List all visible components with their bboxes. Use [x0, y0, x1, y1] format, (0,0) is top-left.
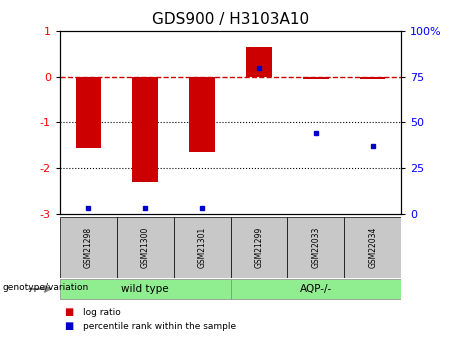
Bar: [189, 77, 215, 152]
Bar: [117, 217, 174, 278]
Text: GSM21301: GSM21301: [198, 227, 207, 268]
Text: percentile rank within the sample: percentile rank within the sample: [83, 322, 236, 331]
Bar: [76, 77, 101, 148]
Bar: [230, 217, 287, 278]
Text: genotype/variation: genotype/variation: [2, 283, 89, 292]
Text: GSM21299: GSM21299: [254, 227, 263, 268]
Bar: [132, 77, 158, 182]
Text: ■: ■: [65, 321, 74, 331]
Text: GSM22034: GSM22034: [368, 227, 377, 268]
Text: GSM21300: GSM21300: [141, 227, 150, 268]
Text: log ratio: log ratio: [83, 308, 121, 317]
Bar: [344, 217, 401, 278]
Bar: [60, 279, 230, 299]
Text: GSM22033: GSM22033: [311, 227, 320, 268]
Text: GSM21298: GSM21298: [84, 227, 93, 268]
Bar: [230, 279, 401, 299]
Text: wild type: wild type: [121, 284, 169, 294]
Text: AQP-/-: AQP-/-: [300, 284, 332, 294]
Title: GDS900 / H3103A10: GDS900 / H3103A10: [152, 12, 309, 27]
Text: ■: ■: [65, 307, 74, 317]
Bar: [303, 77, 329, 79]
Bar: [360, 77, 385, 79]
Bar: [60, 217, 117, 278]
Bar: [174, 217, 230, 278]
Bar: [246, 47, 272, 77]
Bar: [287, 217, 344, 278]
